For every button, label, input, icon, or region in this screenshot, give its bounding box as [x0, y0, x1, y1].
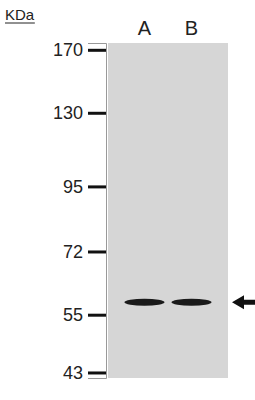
band [124, 299, 164, 306]
membrane [108, 43, 228, 378]
tick-mark [88, 250, 106, 253]
y-tick: 130 [53, 103, 106, 123]
bands [124, 299, 211, 306]
tick-mark [88, 49, 106, 52]
y-tick: 95 [63, 177, 106, 197]
y-tick: 43 [63, 363, 106, 383]
tick-mark [88, 314, 106, 317]
tick-label: 55 [63, 305, 83, 325]
y-tick: 55 [63, 305, 106, 325]
lane-label: B [185, 17, 198, 39]
tick-label: 95 [63, 177, 83, 197]
lane-axis: AB [138, 17, 198, 39]
y-label-underline [5, 23, 35, 24]
band [172, 299, 212, 306]
lane-tick: A [138, 17, 152, 39]
tick-mark [88, 185, 106, 188]
y-tick: 72 [63, 242, 106, 262]
y-axis-line [88, 44, 107, 379]
lane-tick: B [185, 17, 198, 39]
tick-label: 130 [53, 103, 83, 123]
tick-mark [88, 371, 106, 374]
lane-label: A [138, 17, 152, 39]
y-tick: 170 [53, 40, 106, 60]
tick-mark [88, 112, 106, 115]
tick-label: 72 [63, 242, 83, 262]
arrow [232, 295, 255, 309]
tick-label: 43 [63, 363, 83, 383]
y-axis: 43 55 72 95 130 170 [53, 40, 107, 383]
y-label: KDa [5, 6, 35, 23]
tick-label: 170 [53, 40, 83, 60]
figure: 43557295130170ABKDa [0, 0, 255, 400]
